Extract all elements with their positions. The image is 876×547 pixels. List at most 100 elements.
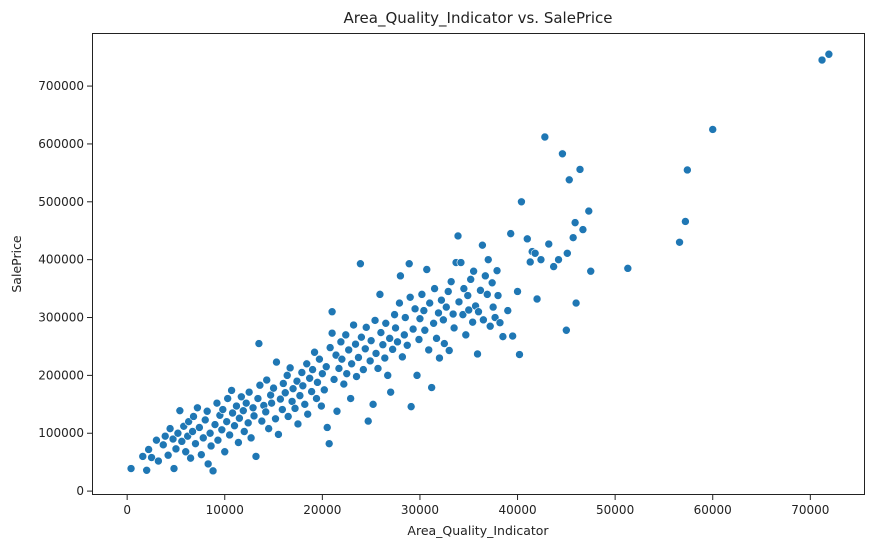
data-point bbox=[308, 365, 317, 374]
data-point bbox=[435, 353, 444, 363]
data-point bbox=[238, 406, 248, 415]
x-tick-label: 0 bbox=[123, 503, 131, 517]
data-point bbox=[563, 248, 572, 258]
data-point bbox=[344, 345, 353, 355]
data-point bbox=[325, 343, 335, 352]
data-point bbox=[347, 359, 356, 369]
data-point bbox=[243, 418, 253, 428]
data-point bbox=[417, 290, 427, 299]
data-point bbox=[235, 413, 244, 423]
data-point bbox=[513, 287, 522, 296]
data-point bbox=[248, 403, 258, 413]
data-point bbox=[683, 165, 692, 175]
data-point bbox=[298, 381, 308, 391]
data-point bbox=[568, 233, 578, 242]
data-point bbox=[390, 310, 399, 319]
y-tick-label: 300000 bbox=[38, 311, 84, 325]
data-point bbox=[449, 323, 459, 333]
data-point bbox=[126, 464, 136, 473]
data-point bbox=[288, 384, 298, 393]
data-points bbox=[126, 49, 834, 476]
data-point bbox=[324, 439, 334, 448]
data-point bbox=[498, 332, 508, 341]
data-point bbox=[386, 387, 395, 397]
data-point bbox=[536, 255, 546, 264]
data-point bbox=[349, 320, 358, 330]
chart-title: Area_Quality_Indicator vs. SalePrice bbox=[343, 9, 612, 28]
data-point bbox=[356, 259, 365, 269]
y-axis-ticks: 0 100000 200000 300000 400000 500000 600000 700… bbox=[38, 79, 93, 498]
data-point bbox=[283, 412, 293, 421]
data-point bbox=[575, 165, 585, 174]
data-point bbox=[544, 239, 554, 249]
data-point bbox=[558, 149, 567, 159]
data-point bbox=[267, 398, 276, 408]
data-point bbox=[307, 387, 316, 396]
data-point bbox=[297, 368, 307, 377]
x-tick-label: 60000 bbox=[694, 503, 732, 517]
data-point bbox=[177, 437, 187, 446]
data-point bbox=[586, 266, 596, 276]
data-point bbox=[708, 125, 718, 134]
y-tick-label: 100000 bbox=[38, 426, 84, 440]
data-point bbox=[429, 319, 438, 328]
data-point bbox=[493, 291, 503, 300]
data-point bbox=[197, 450, 206, 459]
data-point bbox=[276, 394, 285, 404]
data-point bbox=[430, 284, 439, 293]
data-point bbox=[681, 217, 690, 226]
data-point bbox=[359, 365, 368, 374]
data-point bbox=[415, 314, 425, 323]
data-point bbox=[168, 434, 178, 444]
data-point bbox=[292, 376, 302, 386]
data-point bbox=[515, 350, 524, 359]
data-point bbox=[206, 441, 216, 451]
data-point bbox=[303, 409, 313, 419]
data-point bbox=[441, 302, 451, 312]
data-point bbox=[517, 197, 526, 207]
data-point bbox=[492, 266, 502, 275]
data-point bbox=[336, 337, 346, 347]
x-tick-label: 50000 bbox=[596, 503, 634, 517]
data-point bbox=[578, 225, 588, 234]
data-point bbox=[479, 315, 488, 325]
data-point bbox=[562, 325, 571, 335]
data-point bbox=[414, 335, 424, 344]
data-point bbox=[540, 132, 550, 142]
data-point bbox=[181, 447, 191, 457]
data-point bbox=[466, 275, 475, 284]
data-point bbox=[459, 284, 469, 293]
data-point bbox=[427, 383, 436, 392]
data-point bbox=[212, 398, 222, 408]
data-point bbox=[468, 317, 477, 327]
data-point bbox=[169, 464, 179, 473]
data-point bbox=[193, 403, 202, 413]
data-point bbox=[327, 328, 337, 338]
data-point bbox=[817, 55, 827, 65]
data-point bbox=[363, 416, 373, 426]
data-point bbox=[239, 427, 249, 436]
data-point bbox=[225, 430, 234, 440]
data-point bbox=[405, 292, 415, 302]
data-point bbox=[334, 364, 344, 373]
data-point bbox=[485, 321, 495, 331]
data-point bbox=[163, 450, 173, 460]
data-point bbox=[234, 438, 243, 447]
data-point bbox=[195, 423, 204, 432]
data-point bbox=[341, 330, 351, 340]
data-point bbox=[208, 466, 218, 476]
x-axis-label: Area_Quality_Indicator bbox=[407, 523, 549, 538]
data-point bbox=[154, 456, 163, 466]
data-point bbox=[380, 353, 390, 363]
data-point bbox=[406, 402, 416, 411]
x-tick-label: 30000 bbox=[401, 503, 439, 517]
data-point bbox=[205, 428, 215, 438]
data-point bbox=[142, 465, 151, 475]
data-point bbox=[290, 404, 300, 413]
data-point bbox=[482, 290, 492, 299]
data-point bbox=[280, 388, 290, 398]
data-point bbox=[310, 347, 319, 357]
data-point bbox=[220, 447, 230, 457]
data-point bbox=[175, 406, 185, 415]
data-point bbox=[623, 264, 633, 273]
